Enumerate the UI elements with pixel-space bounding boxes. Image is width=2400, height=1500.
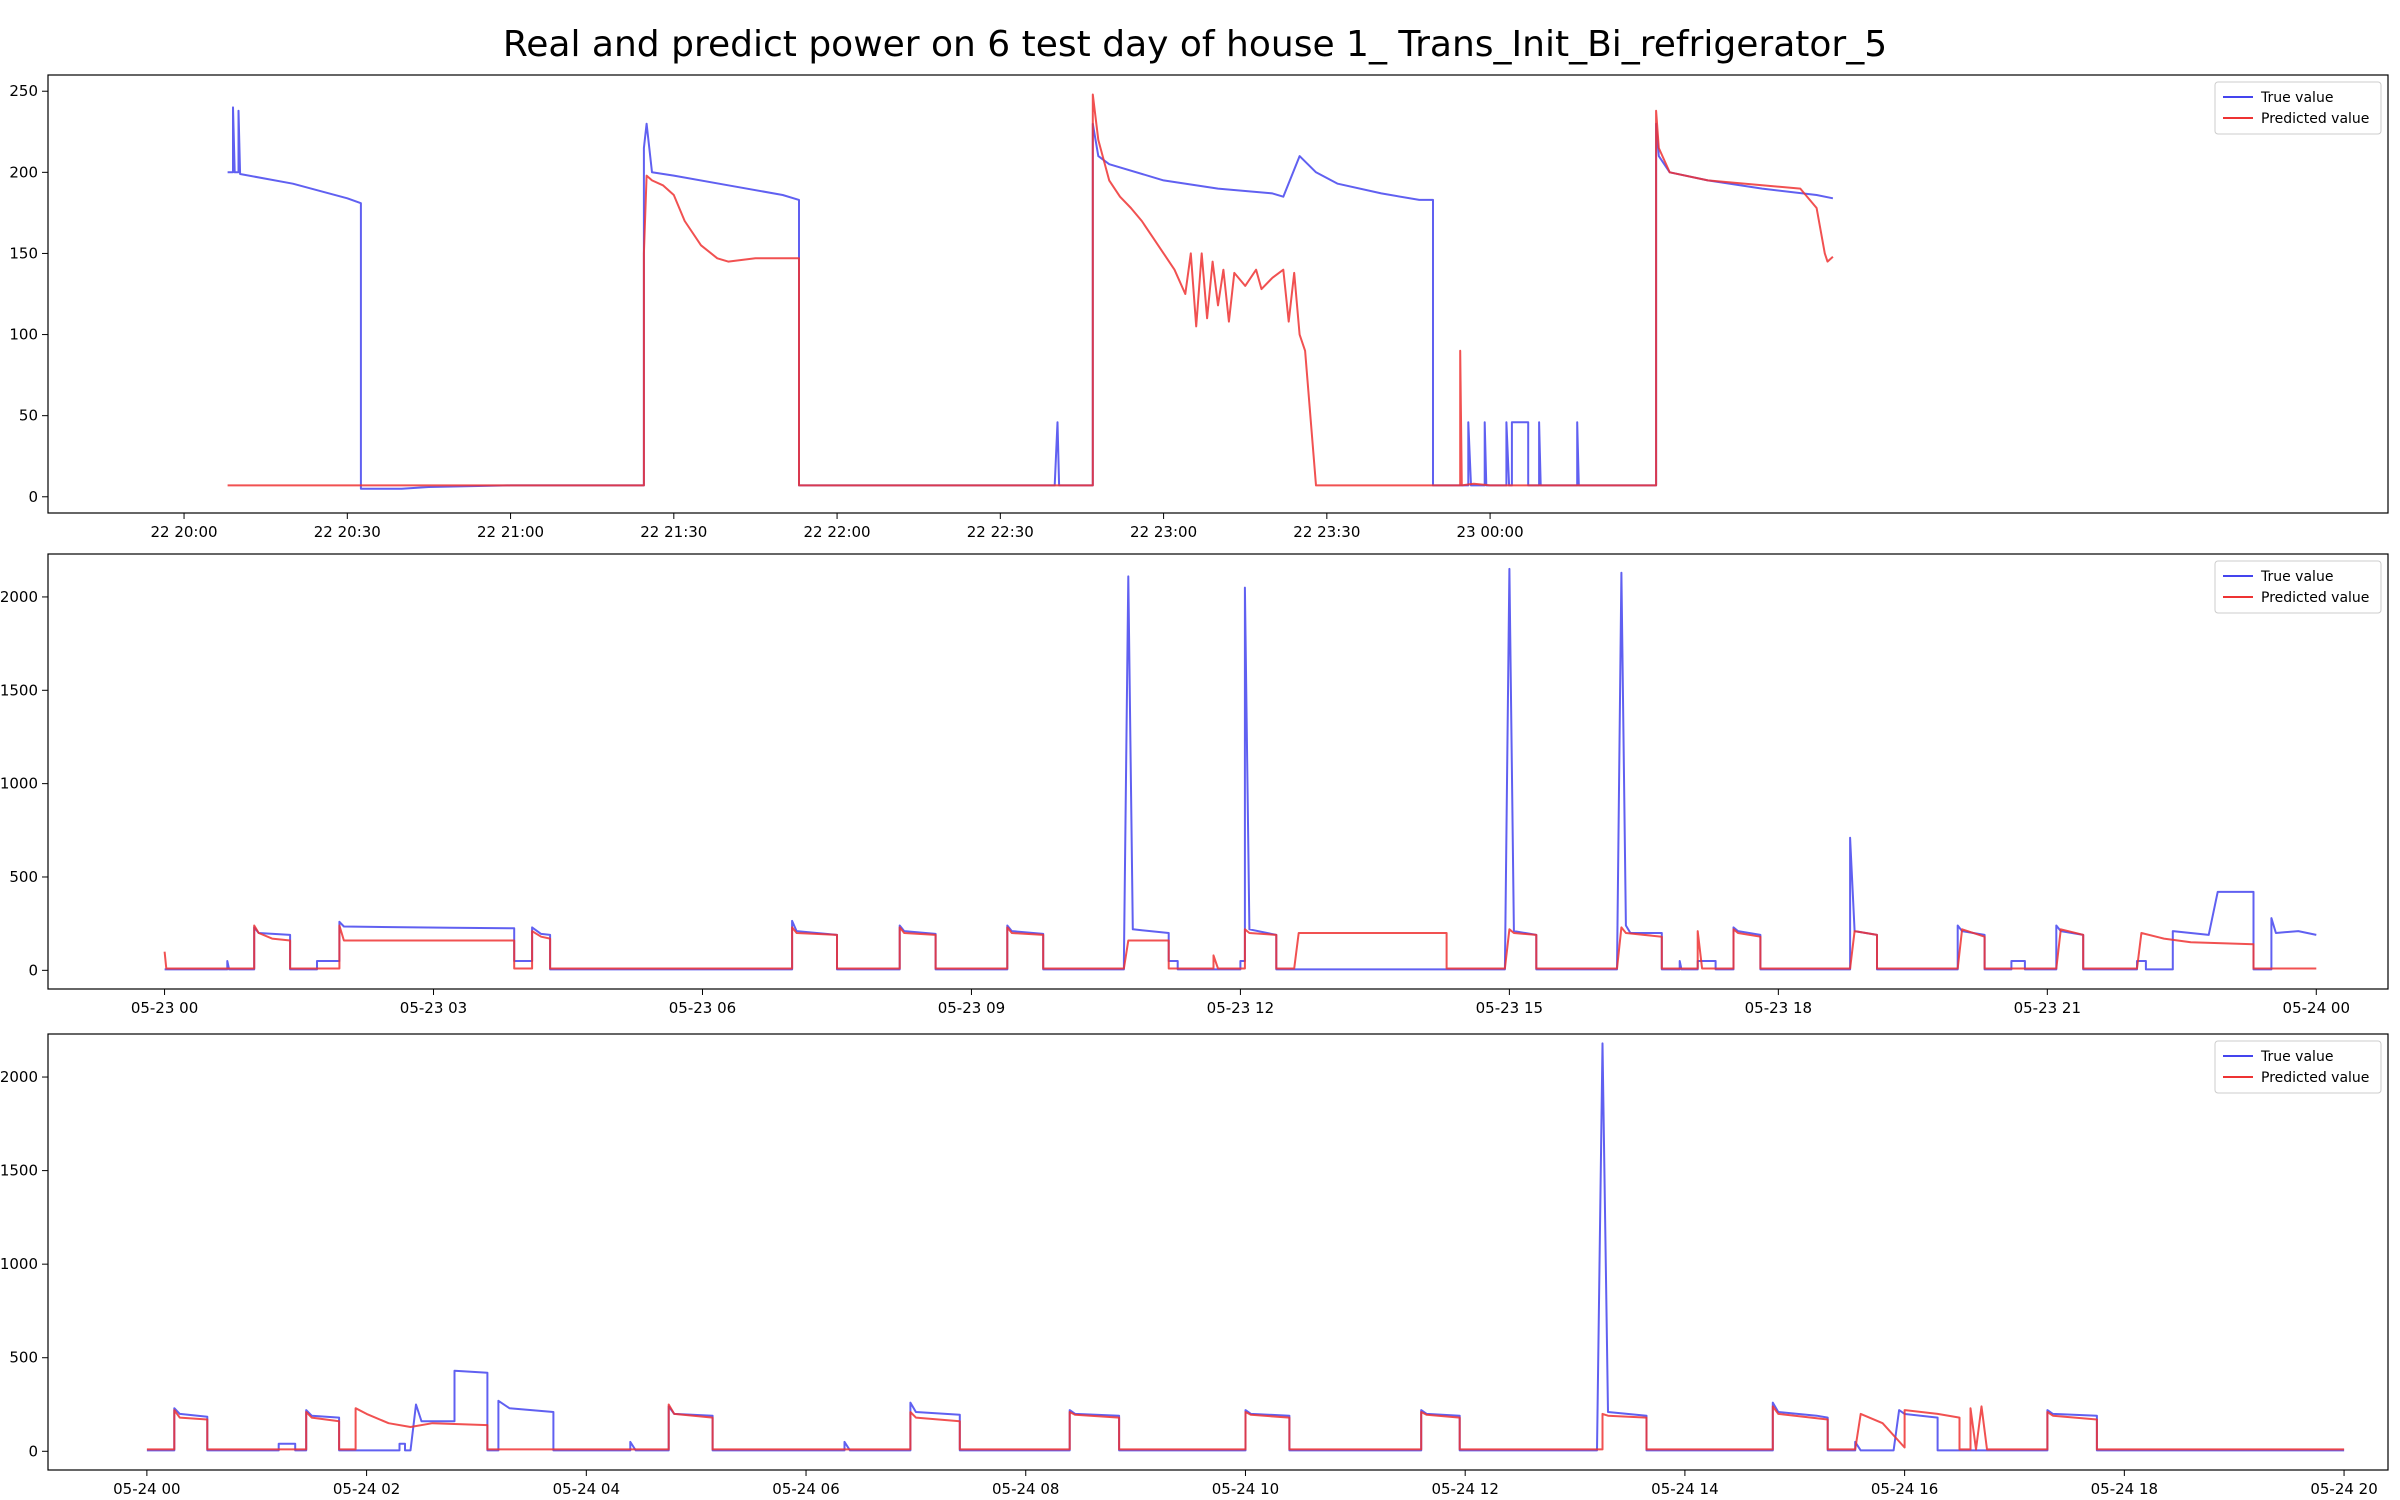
- x-tick-label: 23 00:00: [1457, 523, 1524, 541]
- y-tick-label: 0: [28, 961, 38, 979]
- x-tick-label: 05-24 12: [1431, 1480, 1498, 1498]
- x-tick-label: 05-23 21: [2014, 999, 2081, 1017]
- chart-title: Real and predict power on 6 test day of …: [503, 24, 1887, 65]
- y-tick-label: 1000: [0, 1255, 38, 1273]
- legend-label: True value: [2260, 1049, 2333, 1065]
- series-line-true-value: [164, 567, 2317, 971]
- x-tick-label: 22 23:00: [1130, 523, 1197, 541]
- x-tick-label: 05-23 00: [131, 999, 198, 1017]
- x-tick-label: 05-23 09: [938, 999, 1005, 1017]
- x-tick-label: 22 21:00: [477, 523, 544, 541]
- x-tick-label: 05-24 00: [2283, 999, 2350, 1017]
- x-tick-label: 22 21:30: [640, 523, 707, 541]
- x-tick-label: 22 22:00: [804, 523, 871, 541]
- x-tick-label: 05-24 18: [2091, 1480, 2158, 1498]
- x-tick-label: 05-23 12: [1207, 999, 1274, 1017]
- y-tick-label: 1000: [0, 775, 38, 793]
- y-tick-label: 0: [28, 488, 38, 506]
- x-tick-label: 05-24 14: [1651, 1480, 1718, 1498]
- legend-box: [2214, 560, 2382, 614]
- x-tick-label: 22 22:30: [967, 523, 1034, 541]
- y-tick-label: 500: [9, 1349, 38, 1367]
- y-tick-label: 50: [19, 407, 38, 425]
- x-tick-label: 05-24 16: [1871, 1480, 1938, 1498]
- x-tick-label: 05-24 10: [1212, 1480, 1279, 1498]
- series-line-predicted-value: [163, 924, 2317, 970]
- y-tick-label: 150: [9, 244, 38, 262]
- plot-frame: [47, 553, 2389, 990]
- y-tick-label: 250: [9, 82, 38, 100]
- x-tick-label: 05-23 18: [1745, 999, 1812, 1017]
- legend-label: Predicted value: [2261, 1070, 2369, 1086]
- legend-label: Predicted value: [2261, 590, 2369, 606]
- x-tick-label: 05-23 15: [1476, 999, 1543, 1017]
- legend-label: True value: [2260, 569, 2333, 585]
- x-tick-label: 05-23 06: [669, 999, 736, 1017]
- panel-2: 05-23 00 05-23 03 05-23 06 05-23 09 05-23 12…: [0, 553, 2389, 1017]
- legend-box: [2214, 81, 2382, 135]
- legend-box: [2214, 1040, 2382, 1094]
- x-tick-label: 22 20:00: [150, 523, 217, 541]
- legend-label: True value: [2260, 90, 2333, 106]
- x-tick-label: 22 23:30: [1293, 523, 1360, 541]
- plot-frame: [47, 1033, 2389, 1471]
- y-tick-label: 2000: [0, 1068, 38, 1086]
- x-tick-label: 05-24 00: [113, 1480, 180, 1498]
- series-line-predicted-value: [227, 93, 1834, 487]
- series-line-true-value: [146, 1042, 2345, 1452]
- y-tick-label: 1500: [0, 681, 38, 699]
- series-line-true-value: [227, 106, 1834, 490]
- legend: True value Predicted value: [2214, 560, 2382, 614]
- y-tick-label: 0: [28, 1442, 38, 1460]
- panel-3: 05-24 00 05-24 02 05-24 04 05-24 06 05-24 08…: [0, 1033, 2389, 1498]
- plot-frame: [47, 74, 2389, 514]
- y-tick-label: 500: [9, 868, 38, 886]
- x-tick-label: 22 20:30: [314, 523, 381, 541]
- legend-label: Predicted value: [2261, 111, 2369, 127]
- x-tick-label: 05-24 02: [333, 1480, 400, 1498]
- panel-1: 22 20:00 22 20:30 22 21:00 22 21:30 22 22:00…: [9, 74, 2389, 541]
- x-tick-label: 05-24 06: [772, 1480, 839, 1498]
- y-tick-label: 100: [9, 326, 38, 344]
- series-line-predicted-value: [146, 1403, 2345, 1451]
- x-tick-label: 05-24 04: [553, 1480, 620, 1498]
- legend: True value Predicted value: [2214, 1040, 2382, 1094]
- x-tick-label: 05-24 20: [2310, 1480, 2377, 1498]
- legend: True value Predicted value: [2214, 81, 2382, 135]
- x-tick-label: 05-24 08: [992, 1480, 1059, 1498]
- x-tick-label: 05-23 03: [400, 999, 467, 1017]
- y-tick-label: 200: [9, 163, 38, 181]
- y-tick-label: 2000: [0, 588, 38, 606]
- y-tick-label: 1500: [0, 1162, 38, 1180]
